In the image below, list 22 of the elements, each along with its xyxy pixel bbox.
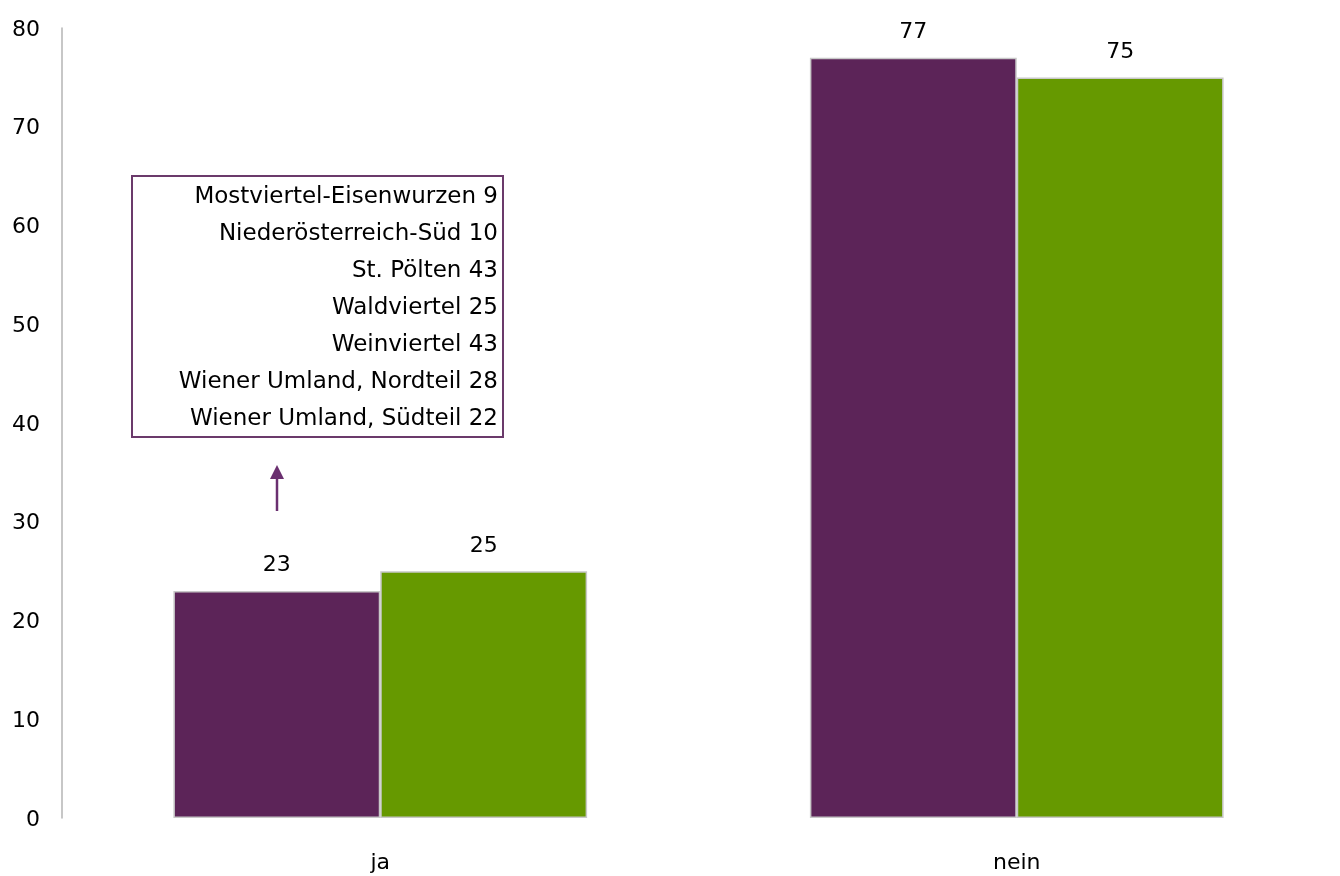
y-tick-label: 30: [12, 509, 40, 535]
data-label: 77: [899, 18, 928, 44]
y-tick-label: 50: [12, 311, 40, 337]
annotation: Niederösterreich-Süd 10: [217, 218, 498, 247]
annotation: Mostviertel-Eisenwurzen 9: [193, 181, 498, 210]
annotation: Weinviertel 43: [330, 329, 498, 358]
x-tick-label: nein: [992, 848, 1041, 874]
annotation: Waldviertel 25: [330, 292, 498, 321]
data-label: 23: [262, 551, 291, 577]
data-label: 75: [1106, 37, 1135, 63]
y-tick-label: 80: [12, 15, 40, 41]
annotation: Wiener Umland, Nordteil 28: [177, 366, 498, 395]
data-label: 25: [469, 531, 498, 557]
x-tick-label: ja: [369, 848, 391, 874]
y-tick-label: 40: [12, 410, 40, 436]
y-tick-label: 20: [12, 608, 40, 633]
y-tick-label: 60: [12, 213, 40, 238]
y-tick-label: 70: [12, 114, 40, 140]
annotation: Wiener Umland, Südteil 22: [188, 403, 498, 432]
y-tick-label: 0: [26, 805, 40, 831]
annotation: St. Pölten 43: [350, 255, 498, 284]
y-tick-label: 10: [12, 706, 40, 732]
